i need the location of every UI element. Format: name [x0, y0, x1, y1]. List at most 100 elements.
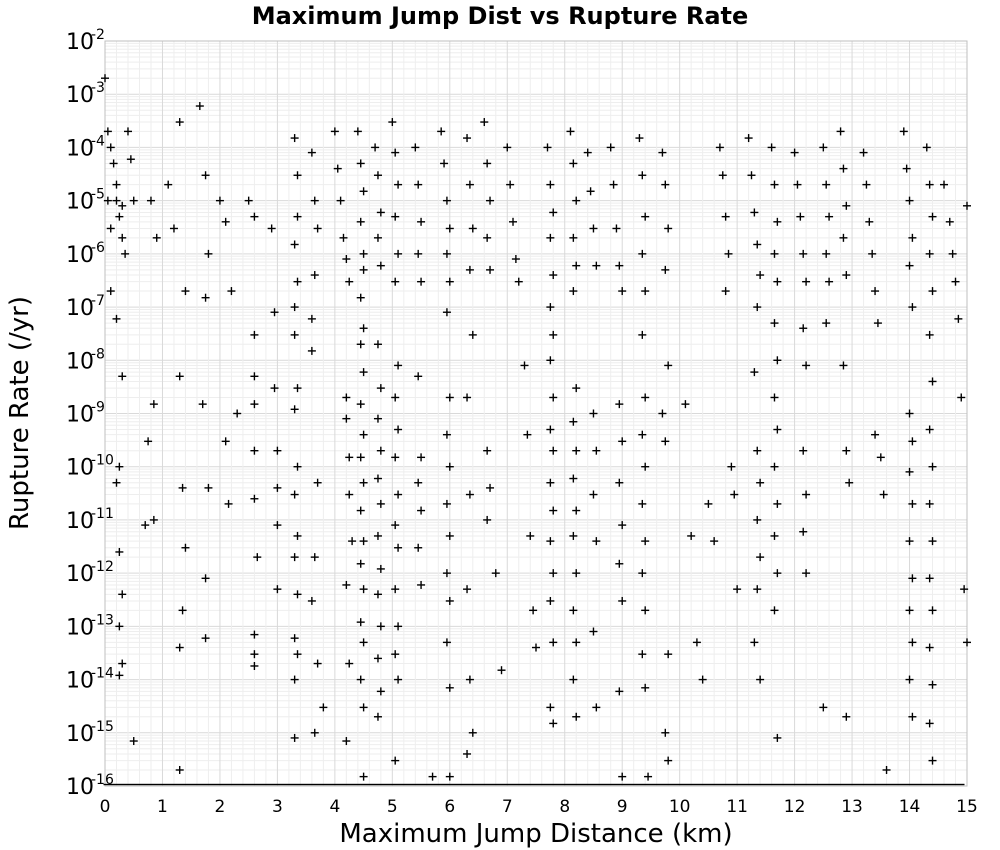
- data-point: [394, 425, 403, 434]
- data-point: [445, 596, 454, 605]
- data-point: [342, 737, 351, 746]
- data-point: [442, 569, 451, 578]
- data-point: [144, 437, 153, 446]
- data-point: [391, 148, 400, 157]
- data-point: [417, 506, 426, 515]
- data-point: [753, 446, 762, 455]
- data-point: [290, 553, 299, 562]
- y-tick-base: 10: [66, 615, 94, 640]
- data-point: [928, 606, 937, 615]
- data-point: [345, 453, 354, 462]
- data-point: [790, 148, 799, 157]
- data-point: [873, 319, 882, 328]
- data-point: [126, 155, 135, 164]
- data-point: [290, 330, 299, 339]
- y-tick-label: 10-6: [66, 240, 105, 268]
- data-point: [589, 224, 598, 233]
- data-point: [799, 324, 808, 333]
- data-point: [661, 437, 670, 446]
- data-point: [960, 585, 969, 594]
- data-point: [293, 590, 302, 599]
- data-point: [954, 314, 963, 323]
- data-point: [221, 217, 230, 226]
- data-point: [290, 240, 299, 249]
- data-point: [391, 277, 400, 286]
- data-point: [612, 224, 621, 233]
- data-point: [718, 171, 727, 180]
- data-point: [638, 330, 647, 339]
- data-point: [928, 377, 937, 386]
- y-axis-ticks: 10-210-310-410-510-610-710-810-910-1010-…: [66, 27, 114, 800]
- data-point: [442, 308, 451, 317]
- x-tick-label: 14: [899, 797, 921, 817]
- data-point: [106, 224, 115, 233]
- y-tick-base: 10: [66, 136, 94, 161]
- data-point: [445, 224, 454, 233]
- data-point: [313, 659, 322, 668]
- x-tick-label: 5: [387, 797, 398, 817]
- data-point: [925, 249, 934, 258]
- data-point: [799, 527, 808, 536]
- data-point: [250, 400, 259, 409]
- data-point: [442, 249, 451, 258]
- data-point: [290, 634, 299, 643]
- data-point: [925, 643, 934, 652]
- data-point: [359, 638, 368, 647]
- data-point: [204, 249, 213, 258]
- data-point: [773, 217, 782, 226]
- data-point: [359, 187, 368, 196]
- data-point: [641, 462, 650, 471]
- data-point: [310, 196, 319, 205]
- data-point: [345, 659, 354, 668]
- data-point: [394, 361, 403, 370]
- y-tick-label: 10-9: [66, 400, 105, 428]
- data-point: [925, 330, 934, 339]
- data-point: [141, 521, 150, 530]
- data-point: [569, 675, 578, 684]
- data-point: [483, 446, 492, 455]
- data-point: [770, 462, 779, 471]
- y-tick-label: 10-15: [66, 719, 114, 747]
- data-point: [753, 240, 762, 249]
- data-point: [767, 143, 776, 152]
- data-point: [356, 675, 365, 684]
- data-point: [802, 361, 811, 370]
- data-point: [486, 196, 495, 205]
- data-point: [842, 271, 851, 280]
- data-point: [463, 134, 472, 143]
- data-point: [115, 547, 124, 556]
- data-point: [359, 368, 368, 377]
- y-tick-exponent: -4: [91, 133, 105, 149]
- data-point: [164, 180, 173, 189]
- data-point: [842, 712, 851, 721]
- data-point: [753, 303, 762, 312]
- data-point: [376, 622, 385, 631]
- data-point: [908, 233, 917, 242]
- data-point: [442, 499, 451, 508]
- data-point: [546, 425, 555, 434]
- data-point: [290, 405, 299, 414]
- data-point: [342, 580, 351, 589]
- data-point: [572, 506, 581, 515]
- data-point: [290, 733, 299, 742]
- data-point: [549, 638, 558, 647]
- data-point: [310, 728, 319, 737]
- data-point: [394, 543, 403, 552]
- data-point: [414, 478, 423, 487]
- data-point: [526, 531, 535, 540]
- data-point: [442, 430, 451, 439]
- data-point: [586, 187, 595, 196]
- data-point: [445, 277, 454, 286]
- data-point: [307, 596, 316, 605]
- data-point: [336, 196, 345, 205]
- data-point: [583, 148, 592, 157]
- data-point: [615, 400, 624, 409]
- data-point: [463, 749, 472, 758]
- data-point: [414, 543, 423, 552]
- data-point: [925, 499, 934, 508]
- data-point: [373, 233, 382, 242]
- data-point: [391, 393, 400, 402]
- data-point: [376, 564, 385, 573]
- data-point: [756, 675, 765, 684]
- data-point: [497, 666, 506, 675]
